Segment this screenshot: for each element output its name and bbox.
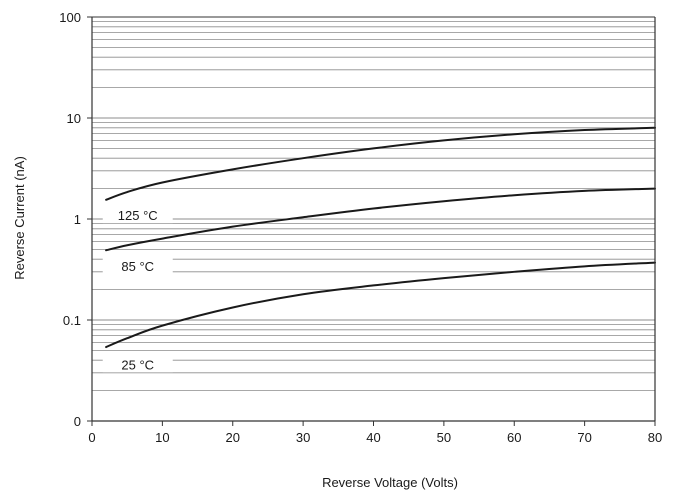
series-curves (105, 126, 656, 349)
x-tick-label: 50 (437, 430, 451, 445)
series-label-backing (102, 257, 173, 274)
x-tick-label: 70 (577, 430, 591, 445)
y-tick-label: 10 (67, 111, 81, 126)
y-tick-label: 1 (74, 212, 81, 227)
series-label-backing (102, 356, 173, 373)
series-curve (105, 261, 656, 349)
y-tick-label: 0 (74, 414, 81, 429)
y-axis-title: Reverse Current (nA) (12, 156, 27, 280)
series-label-backing (102, 207, 173, 224)
y-tick-label: 100 (59, 10, 81, 25)
series-curve (105, 187, 656, 252)
x-tick-label: 80 (648, 430, 662, 445)
series-label: 85 °C (121, 259, 154, 274)
series-label: 25 °C (121, 357, 154, 372)
x-tick-label: 20 (226, 430, 240, 445)
series-label: 125 °C (118, 208, 158, 223)
y-tick-label: 0.1 (63, 313, 81, 328)
grid-lines (92, 21, 655, 422)
axes (87, 16, 656, 426)
series-curve (105, 126, 656, 201)
x-tick-label: 60 (507, 430, 521, 445)
series-labels: 125 °C 85 °C 25 °C (102, 207, 173, 373)
x-tick-label: 10 (155, 430, 169, 445)
x-tick-label: 30 (296, 430, 310, 445)
x-tick-label: 0 (88, 430, 95, 445)
x-axis-title: Reverse Voltage (Volts) (322, 475, 458, 490)
x-tick-label: 40 (366, 430, 380, 445)
tick-labels: 0 10 20 30 40 50 60 70 80 0 0.1 1 10 100 (59, 10, 662, 445)
